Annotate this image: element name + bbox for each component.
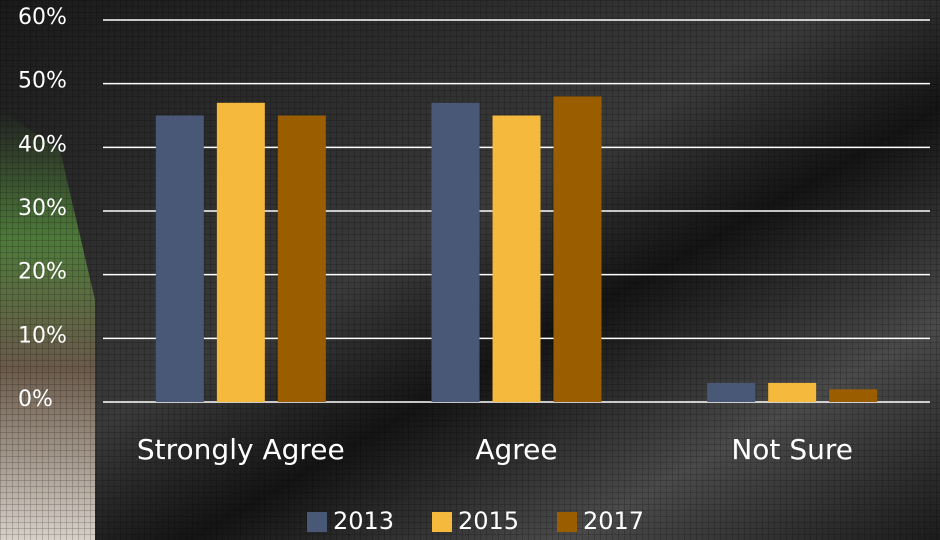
y-tick-label: 50%	[18, 69, 67, 94]
y-tick-label: 0%	[18, 387, 53, 412]
bar	[829, 389, 878, 402]
y-tick-label: 40%	[18, 132, 67, 157]
bar	[277, 115, 326, 402]
bar	[492, 115, 541, 402]
legend-label: 2013	[333, 507, 394, 535]
bar	[155, 115, 204, 402]
y-tick-label: 10%	[18, 323, 67, 348]
bar	[768, 382, 817, 402]
bar	[553, 96, 602, 403]
x-tick-label: Strongly Agree	[137, 433, 345, 466]
legend-swatch	[432, 512, 452, 532]
x-tick-label: Agree	[475, 433, 557, 466]
legend-label: 2015	[458, 507, 519, 535]
y-tick-label: 30%	[18, 196, 67, 221]
bar	[216, 102, 265, 403]
legend-swatch	[307, 512, 327, 532]
bar	[431, 102, 480, 403]
x-tick-label: Not Sure	[731, 433, 853, 466]
legend-swatch	[557, 512, 577, 532]
y-tick-label: 60%	[18, 5, 67, 30]
bar	[707, 382, 756, 402]
y-tick-label: 20%	[18, 260, 67, 285]
legend-label: 2017	[583, 507, 644, 535]
